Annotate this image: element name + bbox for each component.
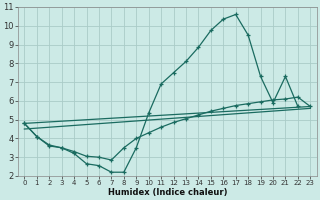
X-axis label: Humidex (Indice chaleur): Humidex (Indice chaleur) [108, 188, 227, 197]
